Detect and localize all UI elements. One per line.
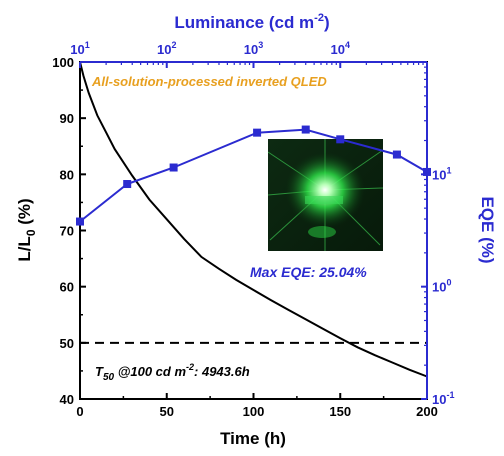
top-axis-title: Luminance (cd m-2) (174, 12, 329, 32)
right-axis-ticks: 10-1 100 101 (421, 62, 454, 407)
photo-substrate (305, 196, 343, 204)
eqe-marker (301, 125, 310, 134)
eqe-marker (392, 150, 401, 159)
left-tick-label: 70 (60, 224, 74, 239)
bottom-tick-label: 0 (76, 404, 83, 419)
t50-annotation: T50 @100 cd m-2: 4943.6h (95, 362, 250, 383)
decay-series-line (79, 61, 428, 378)
top-tick-label: 101 (70, 40, 89, 57)
bottom-axis-title: Time (h) (220, 429, 286, 448)
left-tick-label: 90 (60, 111, 74, 126)
eqe-marker (253, 128, 262, 137)
left-tick-label: 40 (60, 392, 74, 407)
left-axis-ticks: 40 50 60 70 80 90 100 (52, 55, 86, 407)
photo-reflection (308, 226, 336, 238)
right-tick-label: 10-1 (432, 390, 454, 407)
eqe-marker (336, 135, 345, 144)
inset-photo (267, 139, 384, 251)
left-tick-label: 50 (60, 336, 74, 351)
bottom-tick-label: 150 (329, 404, 351, 419)
left-tick-label: 100 (52, 55, 74, 70)
top-axis-ticks: 101 102 103 104 (70, 40, 427, 68)
bottom-tick-label: 200 (416, 404, 438, 419)
device-title-annotation: All-solution-processed inverted QLED (91, 74, 327, 89)
top-tick-label: 104 (331, 40, 350, 57)
left-tick-label: 80 (60, 167, 74, 182)
bottom-tick-label: 100 (243, 404, 265, 419)
right-tick-label: 100 (432, 278, 451, 295)
photo-glow (285, 152, 365, 228)
max-eqe-annotation: Max EQE: 25.04% (250, 264, 367, 280)
left-tick-label: 60 (60, 280, 74, 295)
right-tick-label: 101 (432, 165, 451, 182)
left-axis-title: L/L0 (%) (15, 198, 38, 261)
bottom-tick-label: 50 (160, 404, 174, 419)
bottom-axis-ticks: 0 50 100 150 200 (76, 393, 438, 419)
top-tick-label: 103 (244, 40, 263, 57)
eqe-marker (76, 217, 84, 226)
right-axis-title: EQE (%) (478, 196, 497, 263)
eqe-marker (169, 163, 178, 172)
eqe-marker (123, 180, 132, 189)
top-tick-label: 102 (157, 40, 176, 57)
eqe-series-line (79, 128, 428, 223)
